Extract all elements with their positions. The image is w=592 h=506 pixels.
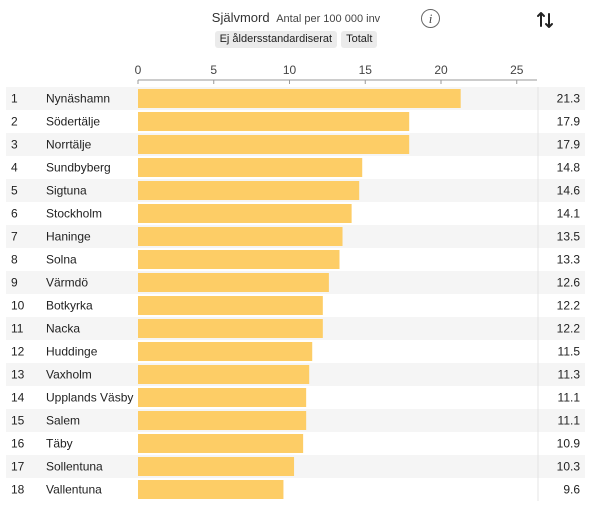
bar[interactable] xyxy=(138,296,323,315)
row-rank: 7 xyxy=(11,230,18,244)
x-tick-label: 20 xyxy=(434,63,448,77)
bar[interactable] xyxy=(138,388,307,407)
row-rank: 5 xyxy=(11,184,18,198)
info-icon[interactable]: i xyxy=(421,9,440,28)
bar[interactable] xyxy=(138,112,410,131)
x-tick-label: 15 xyxy=(359,63,373,77)
category-label[interactable]: Botkyrka xyxy=(46,299,93,313)
category-label[interactable]: Värmdö xyxy=(46,276,88,290)
x-tick-label: 10 xyxy=(283,63,297,77)
bar[interactable] xyxy=(138,342,313,361)
value-label: 12.2 xyxy=(557,299,581,313)
bar[interactable] xyxy=(138,365,310,384)
chart-title: Självmord Antal per 100 000 inv xyxy=(0,10,592,25)
value-label: 12.6 xyxy=(557,276,581,290)
value-label: 13.5 xyxy=(557,230,581,244)
row-rank: 2 xyxy=(11,115,18,129)
value-label: 9.6 xyxy=(563,483,580,497)
category-label[interactable]: Huddinge xyxy=(46,345,98,359)
category-label[interactable]: Norrtälje xyxy=(46,138,92,152)
value-label: 10.3 xyxy=(557,460,581,474)
filter-chip-gender[interactable]: Totalt xyxy=(341,31,378,48)
category-label[interactable]: Södertälje xyxy=(46,115,100,129)
value-label: 11.1 xyxy=(558,391,581,405)
value-label: 17.9 xyxy=(557,138,581,152)
value-label: 10.9 xyxy=(557,437,581,451)
bar[interactable] xyxy=(138,480,284,499)
value-label: 21.3 xyxy=(557,92,581,106)
category-label[interactable]: Nacka xyxy=(46,322,80,336)
value-label: 12.2 xyxy=(557,322,581,336)
value-label: 11.3 xyxy=(558,368,581,382)
category-label[interactable]: Nynäshamn xyxy=(46,92,110,106)
row-rank: 15 xyxy=(11,414,25,428)
category-label[interactable]: Haninge xyxy=(46,230,91,244)
row-rank: 6 xyxy=(11,207,18,221)
bar[interactable] xyxy=(138,181,360,200)
row-rank: 8 xyxy=(11,253,18,267)
value-label: 11.5 xyxy=(558,345,581,359)
bar[interactable] xyxy=(138,434,304,453)
bar[interactable] xyxy=(138,89,461,108)
row-rank: 9 xyxy=(11,276,18,290)
row-rank: 17 xyxy=(11,460,25,474)
value-label: 14.6 xyxy=(557,184,581,198)
bar[interactable] xyxy=(138,204,352,223)
filter-chip-age-standardization[interactable]: Ej åldersstandardiserat xyxy=(214,31,338,48)
value-label: 17.9 xyxy=(557,115,581,129)
row-rank: 10 xyxy=(11,299,25,313)
category-label[interactable]: Sigtuna xyxy=(46,184,87,198)
sort-arrows-icon[interactable] xyxy=(535,10,555,30)
row-rank: 16 xyxy=(11,437,25,451)
bar[interactable] xyxy=(138,319,323,338)
row-rank: 12 xyxy=(11,345,25,359)
chart-subtitle: Antal per 100 000 inv xyxy=(276,13,381,25)
category-label[interactable]: Vaxholm xyxy=(46,368,92,382)
row-rank: 13 xyxy=(11,368,25,382)
row-rank: 11 xyxy=(11,322,24,336)
bar[interactable] xyxy=(138,135,410,154)
bar[interactable] xyxy=(138,411,307,430)
value-label: 11.1 xyxy=(558,414,581,428)
x-tick-label: 25 xyxy=(510,63,524,77)
category-label[interactable]: Sollentuna xyxy=(46,460,103,474)
value-label: 14.8 xyxy=(557,161,581,175)
x-tick-label: 0 xyxy=(135,63,142,77)
x-tick-label: 5 xyxy=(210,63,217,77)
bar[interactable] xyxy=(138,158,363,177)
chart-title-main: Självmord xyxy=(211,10,270,25)
bar[interactable] xyxy=(138,457,295,476)
bar[interactable] xyxy=(138,227,343,246)
category-label[interactable]: Stockholm xyxy=(46,207,102,221)
row-rank: 4 xyxy=(11,161,18,175)
row-rank: 1 xyxy=(11,92,18,106)
bar[interactable] xyxy=(138,250,340,269)
chart-header: Självmord Antal per 100 000 inv i Ej åld… xyxy=(0,6,592,48)
category-label[interactable]: Upplands Väsby xyxy=(46,391,133,405)
row-rank: 14 xyxy=(11,391,25,405)
category-label[interactable]: Sundbyberg xyxy=(46,161,111,175)
category-label[interactable]: Salem xyxy=(46,414,80,428)
row-rank: 18 xyxy=(11,483,25,497)
bar[interactable] xyxy=(138,273,329,292)
row-rank: 3 xyxy=(11,138,18,152)
value-label: 13.3 xyxy=(557,253,581,267)
category-label[interactable]: Vallentuna xyxy=(46,483,102,497)
category-label[interactable]: Täby xyxy=(46,437,73,451)
category-label[interactable]: Solna xyxy=(46,253,77,267)
filter-chips: Ej åldersstandardiserat Totalt xyxy=(0,31,592,48)
value-label: 14.1 xyxy=(557,207,581,221)
